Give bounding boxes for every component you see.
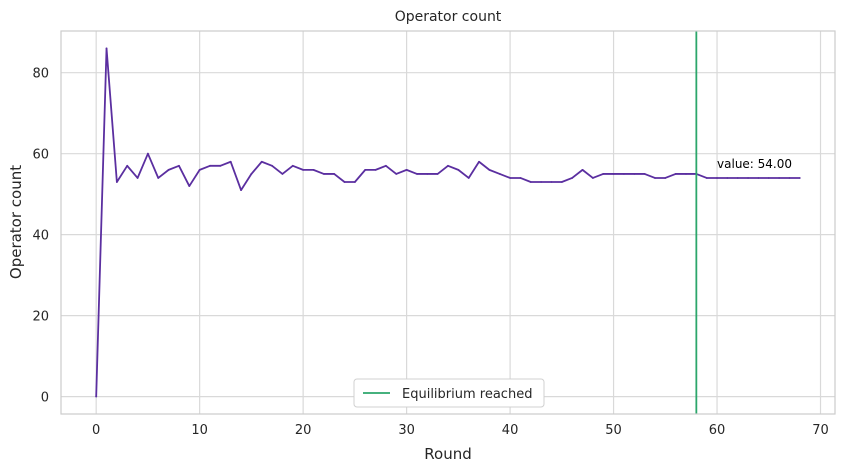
- data-point: [488, 168, 491, 171]
- data-point: [416, 173, 418, 175]
- y-tick-label: 80: [32, 67, 49, 82]
- data-point: [612, 173, 615, 175]
- data-point: [664, 177, 667, 179]
- data-point: [271, 164, 273, 167]
- data-point: [167, 168, 170, 171]
- grid-lines: [61, 31, 835, 414]
- data-point: [705, 177, 708, 179]
- data-point: [385, 164, 387, 167]
- data-point: [405, 168, 408, 171]
- data-point: [757, 177, 760, 179]
- data-point: [198, 168, 201, 171]
- chart-title: Operator count: [395, 9, 502, 25]
- x-tick-label: 70: [812, 423, 829, 438]
- data-point: [281, 173, 284, 175]
- data-point: [643, 173, 646, 175]
- data-point: [571, 177, 574, 179]
- data-point: [364, 168, 367, 171]
- data-point: [353, 181, 356, 183]
- x-tick-label: 50: [605, 423, 622, 438]
- data-point: [498, 173, 501, 175]
- data-point: [654, 177, 656, 179]
- data-point: [736, 177, 739, 179]
- x-tick-label: 20: [295, 423, 312, 438]
- data-point: [726, 177, 729, 179]
- data-point: [540, 181, 543, 183]
- data-point: [343, 181, 346, 183]
- x-tick-label: 60: [709, 423, 726, 438]
- data-point: [147, 152, 149, 155]
- data-point: [591, 177, 594, 179]
- data-point: [136, 177, 139, 179]
- data-point: [633, 173, 636, 175]
- data-point: [240, 189, 242, 192]
- data-point: [115, 181, 118, 183]
- data-point: [623, 173, 625, 175]
- data-point: [767, 177, 770, 179]
- x-tick-label: 10: [191, 423, 208, 438]
- plot-frame: [60, 30, 836, 415]
- data-point: [798, 177, 801, 179]
- y-tick-label: 0: [41, 391, 49, 406]
- data-point: [467, 177, 470, 179]
- data-point: [560, 181, 563, 183]
- data-point: [426, 173, 429, 175]
- data-point: [260, 160, 263, 163]
- data-point: [395, 173, 398, 175]
- data-point: [312, 168, 315, 171]
- data-point: [478, 160, 480, 163]
- data-point: [374, 168, 377, 171]
- data-point: [209, 164, 211, 167]
- data-point: [747, 177, 749, 179]
- y-tick-label: 20: [32, 310, 49, 325]
- data-point: [581, 168, 584, 171]
- data-point: [250, 173, 253, 175]
- data-point: [333, 173, 336, 175]
- x-axis-label: Round: [424, 445, 471, 463]
- data-point: [685, 173, 687, 175]
- data-point: [778, 177, 781, 179]
- x-tick-label: 30: [398, 423, 415, 438]
- data-point: [519, 177, 522, 179]
- data-point: [219, 164, 222, 167]
- data-point: [302, 168, 305, 171]
- y-tick-label: 60: [32, 148, 49, 163]
- plot-data: [95, 31, 801, 414]
- data-point: [188, 185, 191, 187]
- data-point: [457, 168, 460, 171]
- x-tick-label: 0: [92, 423, 100, 438]
- data-point: [291, 164, 294, 167]
- data-point: [602, 173, 605, 175]
- tick-labels: 0 10 20 30 40 50 60 70 0 20 40 60 80: [32, 67, 828, 438]
- legend-box: [353, 378, 545, 408]
- data-point: [178, 164, 180, 167]
- data-point: [157, 177, 160, 179]
- value-annotation: value: 54.00: [717, 157, 792, 171]
- data-point: [322, 173, 325, 175]
- data-point: [229, 160, 232, 163]
- data-point: [788, 177, 791, 179]
- y-axis-label: Operator count: [7, 165, 25, 279]
- data-point: [447, 164, 449, 167]
- data-point: [509, 177, 511, 179]
- x-tick-label: 40: [502, 423, 519, 438]
- data-point: [674, 173, 677, 175]
- y-tick-label: 40: [32, 229, 49, 244]
- legend: Equilibrium reached: [353, 378, 545, 408]
- data-point: [550, 181, 553, 183]
- data-point: [436, 173, 439, 175]
- legend-equilibrium-label: Equilibrium reached: [402, 387, 532, 402]
- data-point: [105, 47, 108, 50]
- data-point: [529, 181, 532, 183]
- data-point: [716, 177, 718, 179]
- data-point: [126, 164, 129, 167]
- data-point: [95, 395, 98, 398]
